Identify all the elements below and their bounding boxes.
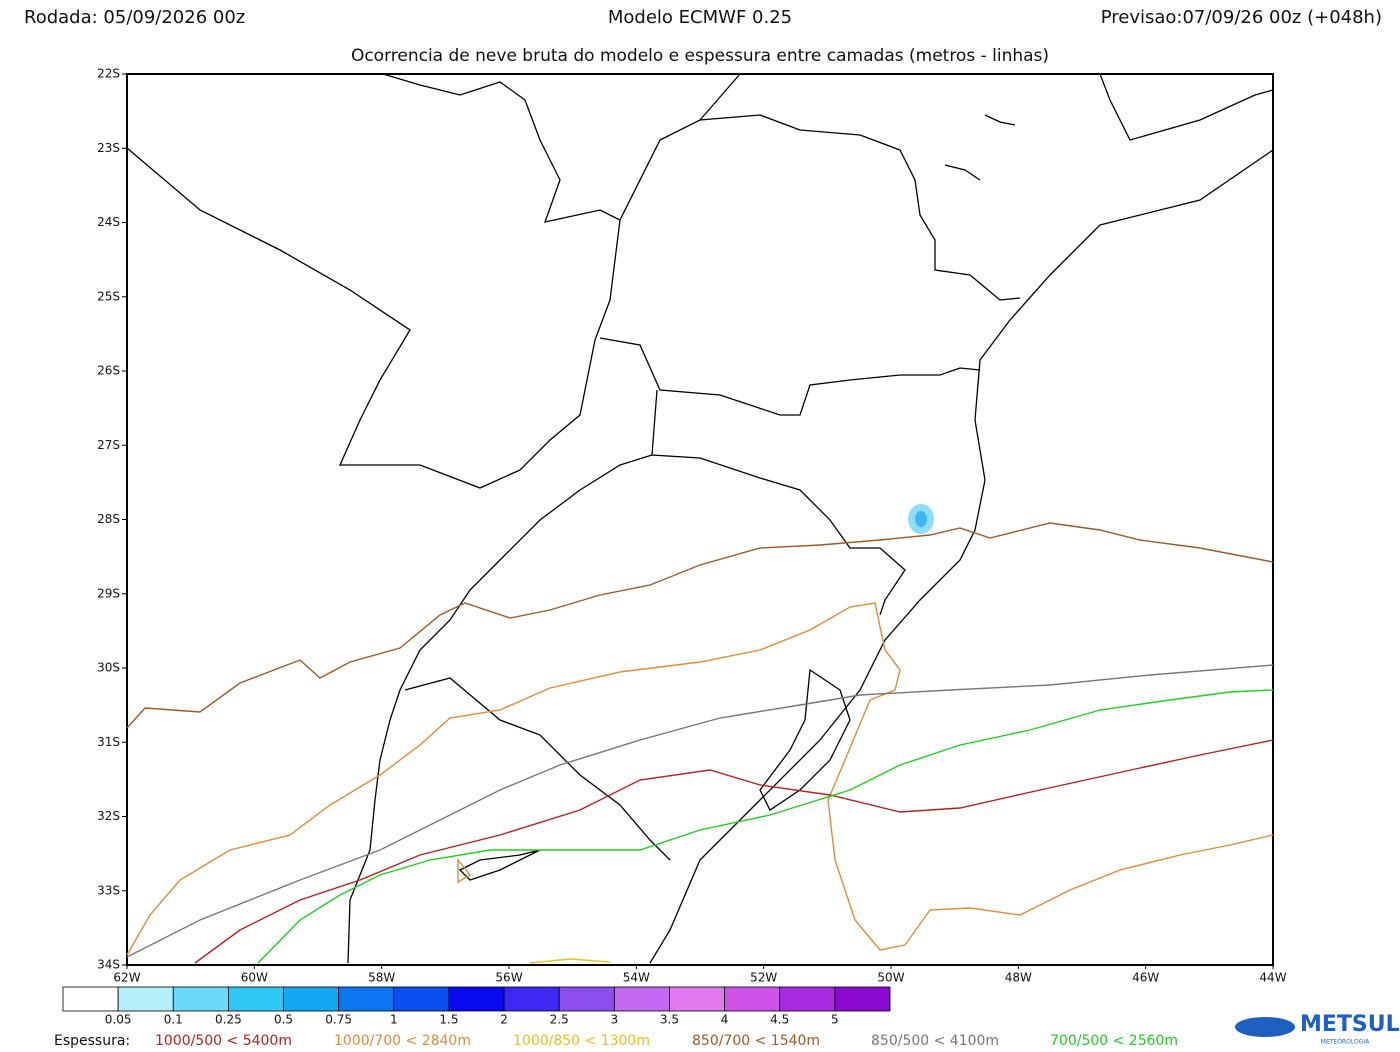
colorbar-label: 0.05 xyxy=(105,1013,132,1027)
legend-item: 700/500 < 2560m xyxy=(1050,1033,1178,1049)
colorbar-label: 0.1 xyxy=(164,1013,183,1027)
lon-label: 48W xyxy=(1005,971,1032,985)
contour-850-500 xyxy=(126,664,1274,958)
colorbar-box xyxy=(172,986,229,1012)
lagoon xyxy=(759,668,851,811)
contour-1000-700 xyxy=(457,858,472,884)
coast-detail xyxy=(944,114,1016,181)
contour-1000-850 xyxy=(529,958,611,964)
lon-label: 60W xyxy=(241,971,268,985)
border xyxy=(1099,73,1274,141)
border xyxy=(599,337,981,416)
contour-700-500 xyxy=(257,689,1274,964)
colorbar-box xyxy=(62,986,119,1012)
contours xyxy=(126,522,1274,964)
legend-title: Espessura: xyxy=(54,1033,130,1049)
lon-label: 44W xyxy=(1259,971,1286,985)
run-time: Rodada: 05/09/2026 00z xyxy=(24,7,245,28)
lat-label: 27S xyxy=(97,438,120,452)
lat-label: 28S xyxy=(97,512,120,526)
logo-icon xyxy=(1235,1017,1295,1037)
colorbar-box xyxy=(558,986,615,1012)
colorbar-box xyxy=(117,986,174,1012)
lat-label: 31S xyxy=(97,735,120,749)
colorbar-label: 1.5 xyxy=(439,1013,458,1027)
colorbar-box xyxy=(834,986,891,1012)
border xyxy=(619,73,741,221)
colorbar-label: 0.5 xyxy=(274,1013,293,1027)
legend-item: 1000/500 < 5400m xyxy=(155,1033,292,1049)
colorbar-box xyxy=(338,986,395,1012)
coastline xyxy=(649,149,1274,964)
borders xyxy=(126,73,1274,964)
colorbar-box xyxy=(393,986,450,1012)
contour-1000-500 xyxy=(194,739,1274,964)
lat-label: 30S xyxy=(97,661,120,675)
border xyxy=(126,73,621,489)
legend-item: 850/500 < 4100m xyxy=(871,1033,999,1049)
lat-label: 34S xyxy=(97,958,120,972)
lat-label: 25S xyxy=(97,289,120,303)
lon-label: 58W xyxy=(368,971,395,985)
legend-item: 1000/850 < 1300m xyxy=(513,1033,650,1049)
colorbar-box xyxy=(669,986,726,1012)
lat-label: 32S xyxy=(97,809,120,823)
lon-label: 50W xyxy=(877,971,904,985)
colorbar-label: 2.5 xyxy=(550,1013,569,1027)
logo-tagline: METEOROLOGIA xyxy=(1321,1039,1370,1046)
model-name: Modelo ECMWF 0.25 xyxy=(608,7,792,28)
border xyxy=(404,677,671,861)
colorbar-label: 3 xyxy=(611,1013,619,1027)
colorbar-label: 2 xyxy=(500,1013,508,1027)
lat-label: 33S xyxy=(97,883,120,897)
colorbar-box xyxy=(283,986,340,1012)
colorbar-label: 4.5 xyxy=(770,1013,789,1027)
colorbar-box xyxy=(503,986,560,1012)
colorbar-label: 3.5 xyxy=(660,1013,679,1027)
subtitle: Ocorrencia de neve bruta do modelo e esp… xyxy=(351,46,1049,66)
lat-label: 22S xyxy=(97,67,120,81)
logo: METSUL METEOROLOGIA xyxy=(1235,1012,1400,1046)
forecast-time: Previsao:07/09/26 00z (+048h) xyxy=(1101,7,1382,28)
border xyxy=(699,114,1021,301)
colorbar-box xyxy=(613,986,670,1012)
colorbar-box xyxy=(724,986,781,1012)
lon-label: 56W xyxy=(495,971,522,985)
lon-label: 52W xyxy=(750,971,777,985)
colorbar-label: 1 xyxy=(390,1013,398,1027)
lon-label: 54W xyxy=(623,971,650,985)
colorbar-box xyxy=(227,986,284,1012)
contour-1000-700 xyxy=(126,602,1274,956)
border xyxy=(651,389,906,616)
legend-item: 1000/700 < 2840m xyxy=(334,1033,471,1049)
lat-label: 24S xyxy=(97,215,120,229)
colorbar-box xyxy=(448,986,505,1012)
lat-label: 23S xyxy=(97,141,120,155)
colorbar-box xyxy=(779,986,836,1012)
lat-label: 26S xyxy=(97,364,120,378)
colorbar-label: 0.75 xyxy=(325,1013,352,1027)
logo-name: METSUL xyxy=(1300,1012,1400,1037)
lat-label: 29S xyxy=(97,586,120,600)
lon-label: 62W xyxy=(113,971,140,985)
border xyxy=(347,454,653,964)
contour-850-700 xyxy=(126,522,1274,729)
legend-item: 850/700 < 1540m xyxy=(692,1033,820,1049)
colorbar-label: 4 xyxy=(721,1013,729,1027)
map xyxy=(126,73,1274,966)
colorbar-label: 0.25 xyxy=(215,1013,242,1027)
snow-area xyxy=(915,511,927,527)
colorbar-label: 5 xyxy=(831,1013,839,1027)
lon-label: 46W xyxy=(1132,971,1159,985)
map-frame xyxy=(126,73,1274,966)
